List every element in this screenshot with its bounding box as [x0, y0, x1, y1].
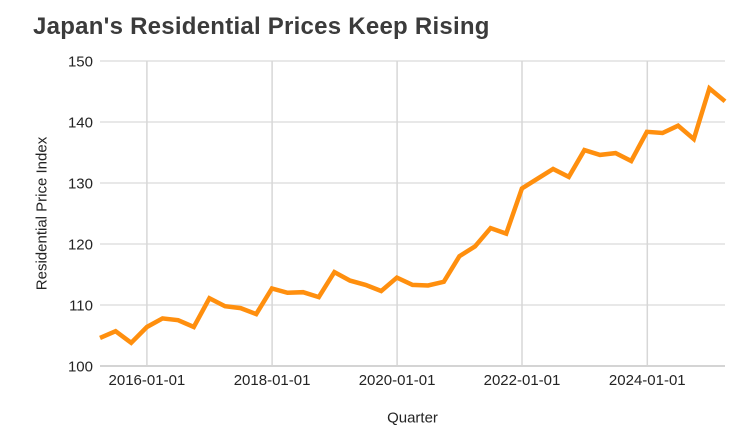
svg-text:110: 110	[69, 298, 93, 315]
svg-text:130: 130	[68, 176, 93, 193]
svg-text:2018-01-01: 2018-01-01	[234, 372, 311, 389]
svg-text:2022-01-01: 2022-01-01	[484, 372, 561, 389]
svg-text:100: 100	[68, 359, 93, 376]
svg-text:Quarter: Quarter	[387, 409, 438, 426]
svg-text:150: 150	[68, 54, 93, 71]
svg-text:Residential Price Index: Residential Price Index	[34, 136, 51, 290]
svg-text:2020-01-01: 2020-01-01	[359, 372, 436, 389]
svg-text:Japan's Residential Prices Kee: Japan's Residential Prices Keep Rising	[33, 13, 490, 40]
svg-text:2024-01-01: 2024-01-01	[609, 372, 686, 389]
svg-text:140: 140	[68, 115, 93, 132]
svg-text:120: 120	[68, 237, 93, 254]
svg-text:2016-01-01: 2016-01-01	[109, 372, 186, 389]
